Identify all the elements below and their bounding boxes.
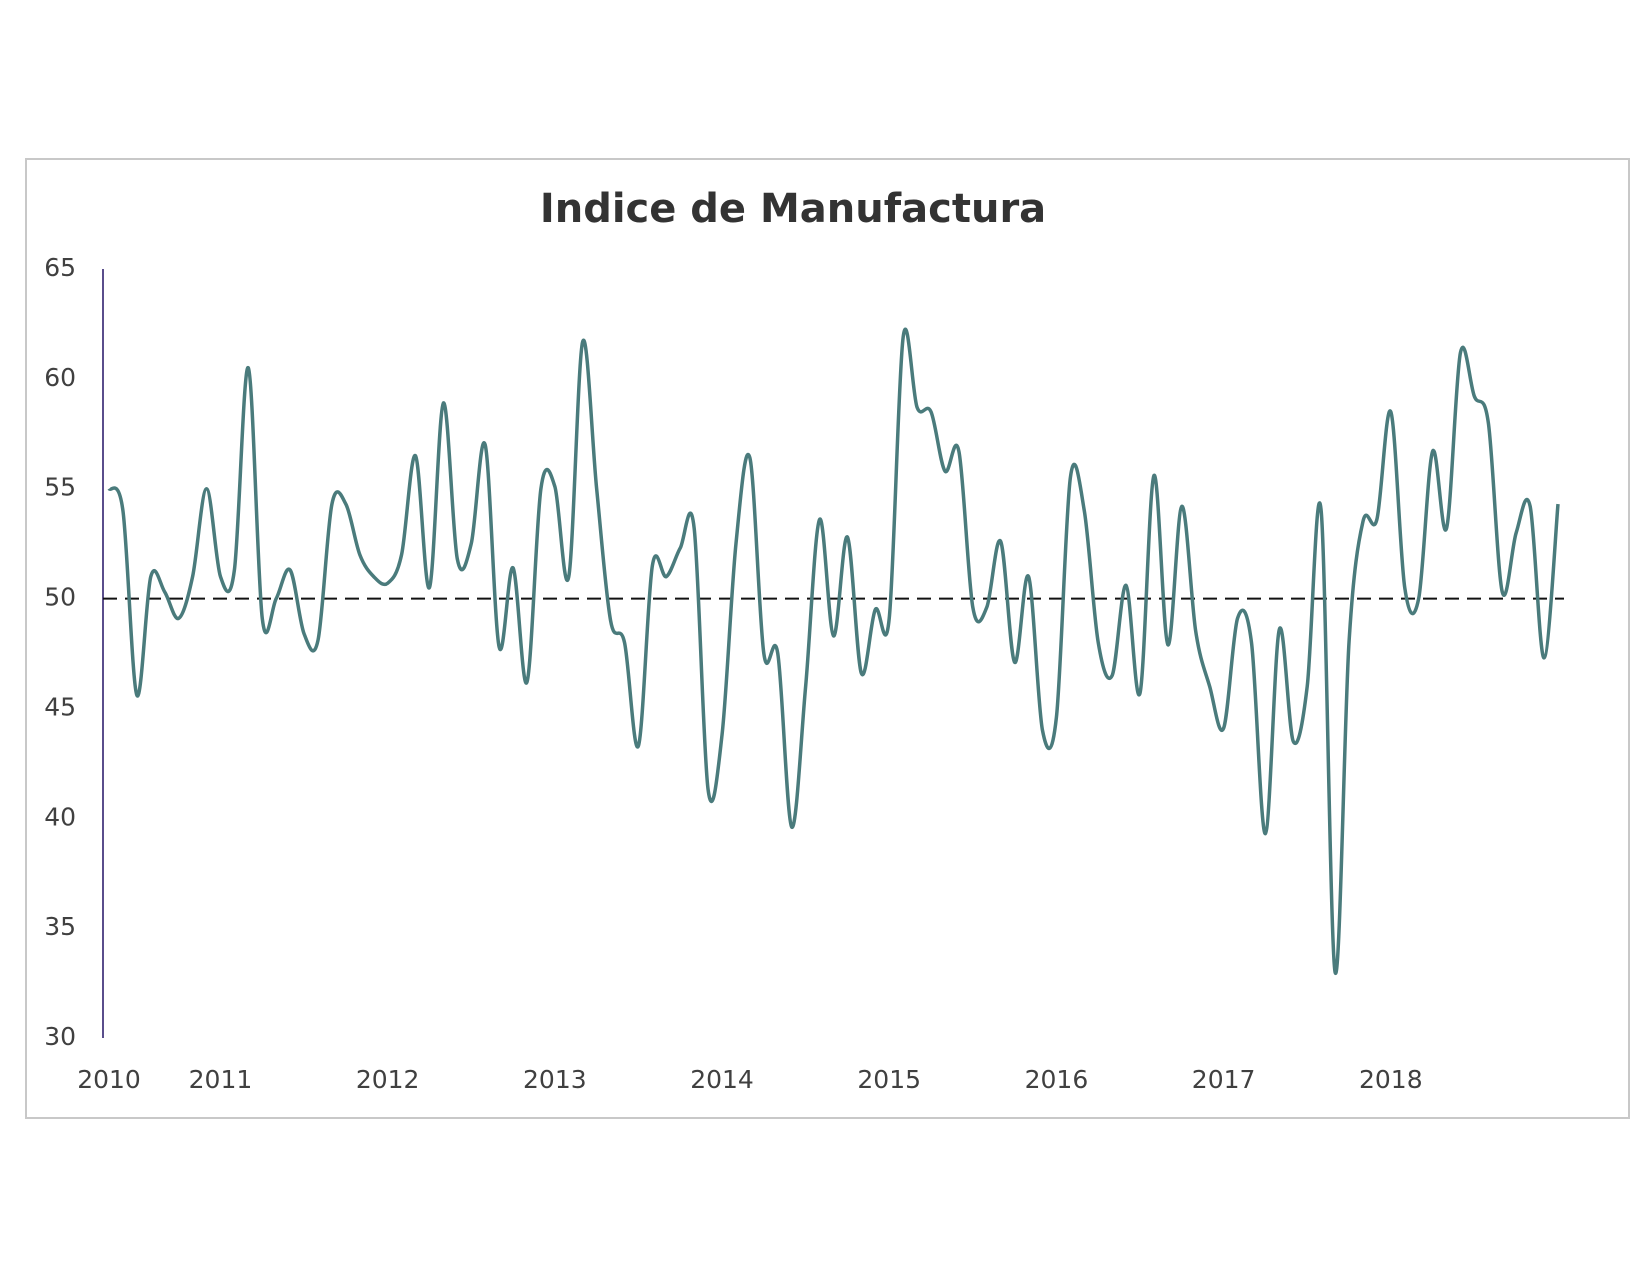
x-tick-label: 2012 xyxy=(356,1065,420,1094)
x-tick-label: 2011 xyxy=(189,1065,253,1094)
y-tick-label: 30 xyxy=(44,1022,76,1051)
y-tick-label: 50 xyxy=(44,583,76,612)
x-tick-label: 2013 xyxy=(523,1065,587,1094)
y-tick-label: 65 xyxy=(44,253,76,282)
y-tick-label: 55 xyxy=(44,473,76,502)
y-tick-label: 60 xyxy=(44,363,76,392)
x-tick-label: 2018 xyxy=(1359,1065,1423,1094)
data-line xyxy=(107,327,1560,975)
x-tick-label: 2017 xyxy=(1192,1065,1256,1094)
chart-title: Indice de Manufactura xyxy=(540,186,1046,232)
y-tick-label: 40 xyxy=(44,802,76,831)
x-tick-label: 2015 xyxy=(857,1065,921,1094)
y-tick-label: 45 xyxy=(44,692,76,721)
x-tick-label: 2016 xyxy=(1025,1065,1089,1094)
x-tick-label: 2010 xyxy=(77,1065,141,1094)
x-tick-label: 2014 xyxy=(690,1065,754,1094)
y-tick-label: 35 xyxy=(44,912,76,941)
chart-frame xyxy=(25,158,1630,1119)
